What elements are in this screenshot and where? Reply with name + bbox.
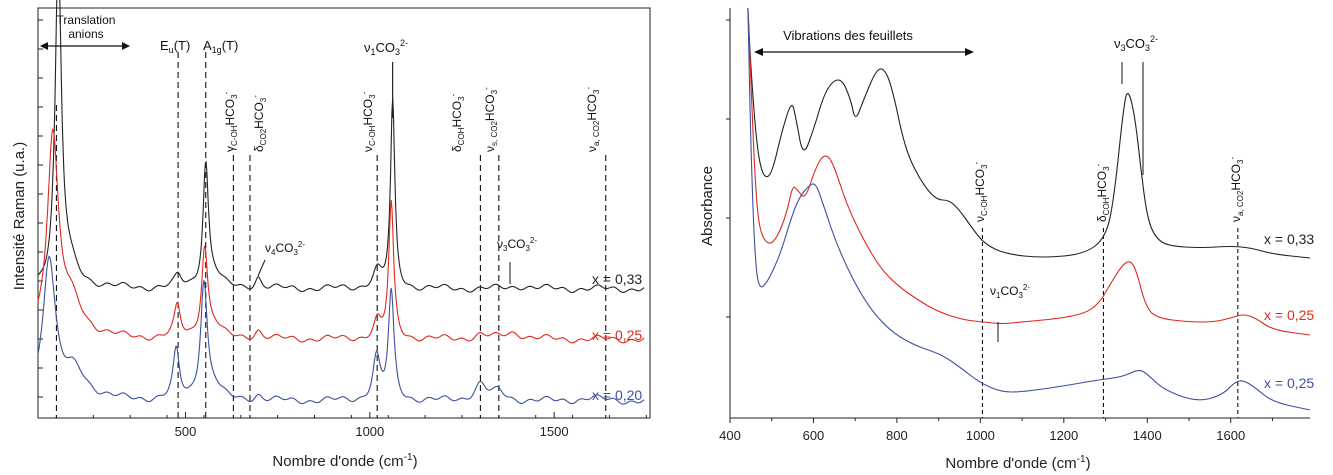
raman-legend-x025: x = 0,25 — [592, 327, 642, 343]
annotation-nu3: ν3CO32- — [497, 236, 537, 253]
annotation-nu1: ν1CO32- — [364, 38, 408, 57]
ir-legend-x025-blue: x = 0,25 — [1264, 375, 1314, 391]
ir-reference-lines — [981, 228, 1239, 418]
ir-ticks: 400 600 800 1000 1200 1400 1600 — [719, 19, 1273, 443]
raman-legend-x033: x = 0,33 — [592, 271, 642, 287]
annotation-delta-coh: δCOHHCO3- — [449, 93, 466, 152]
raman-chart: 500 1000 1500 Translation anions Eu(T) A1g… — [11, 0, 651, 470]
annotation-gamma-coh: γC-OHHCO3- — [222, 91, 239, 152]
annotation-delta-co2: δCO2HCO3- — [251, 95, 268, 152]
raman-ticks: 500 1000 1500 — [38, 19, 647, 439]
ir-legend-x033: x = 0,33 — [1264, 231, 1314, 247]
raman-annotations: Translation anions Eu(T) A1g(T) γC-OHHCO… — [40, 13, 601, 284]
raman-series-line-1 — [37, 128, 645, 344]
annotation-nu-coh: νC-OHHCO3- — [360, 91, 377, 152]
raman-x-tick-label: 1000 — [355, 424, 384, 439]
raman-x-tick-label: 1500 — [540, 424, 569, 439]
raman-plot-frame — [37, 7, 651, 419]
annotation-nu4: ν4CO32- — [265, 240, 305, 257]
ir-annotation-nu3: ν3CO32- — [1114, 34, 1158, 53]
ir-x-tick-label: 400 — [719, 428, 741, 443]
ir-x-label: Nombre d'onde (cm-1) — [945, 454, 1090, 472]
raman-legend-x020: x = 0,20 — [592, 387, 642, 403]
ir-series — [747, 7, 1311, 411]
annotation-translation: Translation — [57, 13, 116, 27]
raman-x-label: Nombre d'onde (cm-1) — [272, 452, 417, 470]
annotation-nu4-pointer — [257, 259, 266, 277]
ir-x-tick-label: 600 — [803, 428, 825, 443]
annotation-nu-s-co2: νs, CO2HCO3- — [482, 87, 499, 152]
raman-series-line-2 — [37, 255, 645, 405]
ir-legend-x025-red: x = 0,25 — [1264, 307, 1314, 323]
raman-y-label: Intensité Raman (u.a.) — [11, 142, 28, 290]
ir-x-tick-label: 1200 — [1049, 428, 1078, 443]
annotation-a1g: A1g(T) — [203, 38, 238, 55]
ir-annotations: Vibrations des feuillets νC-OHHCO3- ν1CO… — [754, 28, 1245, 342]
annotation-nu-a-co2: νa, CO2HCO3- — [584, 87, 601, 152]
ir-series-line-1 — [747, 7, 1311, 336]
ir-chart: 400 600 800 1000 1200 1400 1600 Vibrations des… — [699, 7, 1314, 472]
translation-arrow-right-head — [122, 42, 130, 50]
ir-x-tick-label: 800 — [886, 428, 908, 443]
annotation-vibrations: Vibrations des feuillets — [783, 28, 913, 43]
raman-series — [37, 0, 645, 405]
ir-annotation-nu-coh: νC-OHHCO3- — [972, 161, 989, 222]
annotation-eu: Eu(T) — [160, 38, 190, 55]
vibrations-arrow-left-head — [754, 48, 763, 56]
raman-x-tick-label: 500 — [175, 424, 197, 439]
ir-y-label: Absorbance — [699, 166, 716, 246]
ir-x-tick-label: 1400 — [1133, 428, 1162, 443]
ir-annotation-delta-coh: δCOHHCO3- — [1094, 163, 1111, 222]
ir-x-tick-label: 1000 — [966, 428, 995, 443]
ir-annotation-nu1: ν1CO32- — [990, 283, 1030, 300]
vibrations-arrow-right-head — [965, 48, 974, 56]
ir-x-tick-label: 1600 — [1216, 428, 1245, 443]
ir-series-line-2 — [747, 7, 1311, 411]
ir-series-line-0 — [747, 7, 1311, 259]
annotation-anions: anions — [68, 27, 103, 41]
raman-series-line-0 — [37, 0, 645, 294]
ir-annotation-nu-a-co2: νa, CO2HCO3- — [1228, 157, 1245, 222]
raman-reference-lines — [55, 52, 607, 418]
translation-arrow-left-head — [40, 42, 48, 50]
